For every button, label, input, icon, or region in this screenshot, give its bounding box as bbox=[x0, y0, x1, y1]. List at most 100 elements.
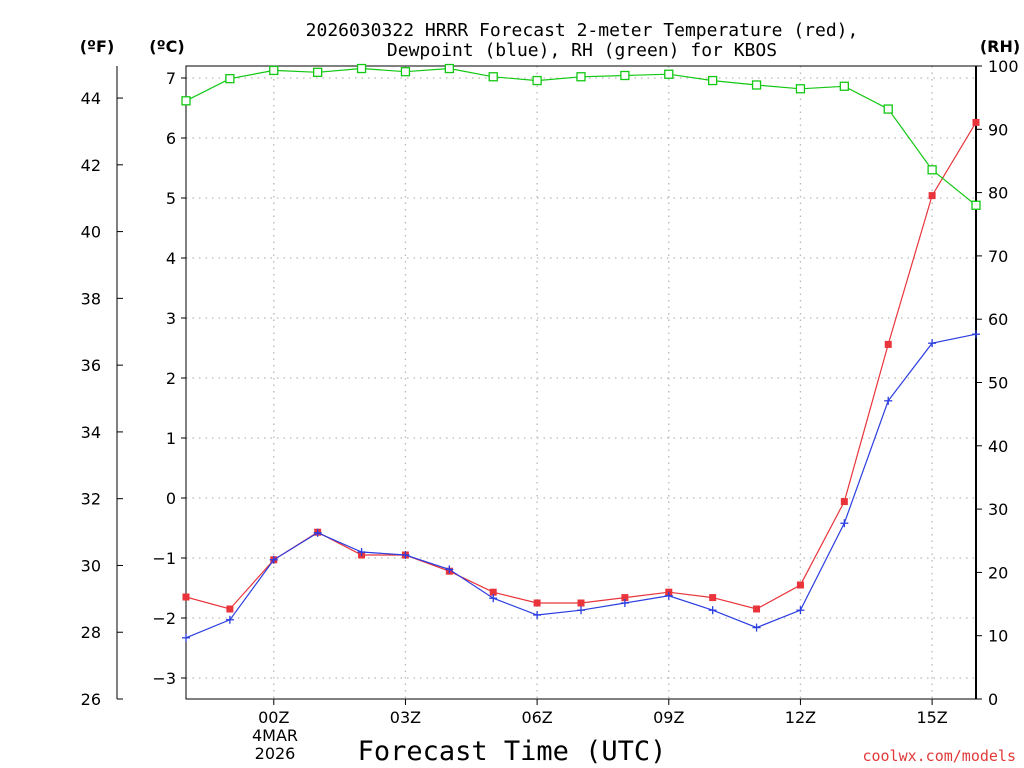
rh-point bbox=[751, 80, 762, 90]
fahrenheit-tick-label: 42 bbox=[81, 156, 101, 175]
celsius-tick-label: 5 bbox=[166, 189, 176, 208]
celsius-tick-label: 2 bbox=[166, 369, 176, 388]
rh-tick-label: 100 bbox=[988, 57, 1019, 76]
temperature-point bbox=[840, 498, 848, 506]
rh-tick-label: 90 bbox=[988, 120, 1008, 139]
temperature-point bbox=[182, 593, 190, 601]
date-label-year: 2026 bbox=[255, 744, 296, 763]
rh-point bbox=[927, 165, 937, 175]
dewpoint-point bbox=[313, 528, 322, 537]
dewpoint-point bbox=[796, 606, 805, 615]
fahrenheit-tick-label: 38 bbox=[81, 289, 101, 308]
time-tick-label: 00Z bbox=[258, 708, 289, 727]
temperature-point bbox=[621, 594, 629, 602]
dewpoint-point bbox=[445, 565, 454, 574]
time-tick-label: 12Z bbox=[785, 708, 816, 727]
celsius-tick-label: 0 bbox=[166, 489, 176, 508]
temperature-point bbox=[489, 588, 497, 596]
rh-point bbox=[400, 67, 411, 77]
fahrenheit-tick-label: 34 bbox=[81, 423, 101, 442]
rh-tick-label: 70 bbox=[988, 247, 1008, 266]
chart-title-line-2: Dewpoint (blue), RH (green) for KBOS bbox=[387, 40, 777, 61]
celsius-tick-label: −3 bbox=[152, 669, 176, 688]
celsius-tick-label: −2 bbox=[152, 609, 176, 628]
fahrenheit-tick-label: 26 bbox=[81, 690, 101, 709]
rh-line bbox=[185, 67, 977, 206]
fahrenheit-tick-label: 36 bbox=[81, 356, 101, 375]
fahrenheit-tick-label: 44 bbox=[81, 89, 101, 108]
rh-tick-label: 30 bbox=[988, 500, 1008, 519]
time-tick-label: 15Z bbox=[916, 708, 947, 727]
dewpoint-point bbox=[533, 611, 542, 619]
dewpoint-point bbox=[928, 339, 937, 348]
series-layer bbox=[181, 63, 981, 642]
dewpoint-point bbox=[489, 594, 498, 603]
temperature-point bbox=[796, 581, 804, 589]
temperature-point bbox=[577, 599, 585, 607]
celsius-tick-label: −1 bbox=[152, 549, 176, 568]
celsius-tick-label: 3 bbox=[166, 309, 176, 328]
rh-point bbox=[313, 67, 323, 77]
celsius-unit-label: (ºC) bbox=[149, 37, 184, 56]
fahrenheit-tick-label: 40 bbox=[81, 223, 101, 242]
fahrenheit-tick-label: 30 bbox=[81, 556, 101, 575]
dewpoint-point bbox=[225, 615, 234, 624]
rh-point bbox=[708, 75, 718, 86]
rh-point bbox=[444, 63, 454, 74]
temperature-point bbox=[972, 118, 980, 126]
temperature-point bbox=[533, 599, 541, 607]
chart-title-line-1: 2026030322 HRRR Forecast 2-meter Tempera… bbox=[306, 20, 859, 41]
celsius-tick-label: 6 bbox=[166, 129, 176, 148]
chart-title: 2026030322 HRRR Forecast 2-meter Tempera… bbox=[306, 20, 859, 61]
rh-point bbox=[269, 65, 279, 76]
rh-tick-label: 10 bbox=[988, 627, 1008, 646]
dewpoint-point bbox=[752, 623, 761, 632]
rh-point bbox=[971, 200, 981, 210]
time-tick-label: 06Z bbox=[521, 708, 552, 727]
celsius-tick-label: 7 bbox=[166, 69, 176, 88]
dewpoint-point bbox=[620, 599, 629, 607]
rh-point bbox=[488, 72, 498, 82]
rh-point bbox=[356, 63, 367, 74]
rh-point bbox=[225, 74, 235, 84]
dewpoint-point bbox=[708, 606, 717, 615]
x-axis-title: Forecast Time (UTC) bbox=[358, 736, 667, 767]
rh-point bbox=[532, 75, 542, 86]
fahrenheit-tick-label: 32 bbox=[81, 490, 101, 509]
temperature-point bbox=[884, 340, 892, 348]
rh-tick-label: 60 bbox=[988, 310, 1008, 329]
fahrenheit-tick-label: 28 bbox=[81, 623, 101, 642]
time-tick-label: 09Z bbox=[653, 708, 684, 727]
dewpoint-point bbox=[664, 591, 673, 600]
rh-tick-label: 0 bbox=[988, 690, 998, 709]
rh-point bbox=[839, 81, 849, 91]
rh-point bbox=[620, 70, 630, 81]
rh-point bbox=[883, 104, 893, 114]
rh-tick-label: 20 bbox=[988, 563, 1008, 582]
temperature-line bbox=[185, 122, 977, 610]
dewpoint-point bbox=[884, 396, 893, 405]
fahrenheit-unit-label: (ºF) bbox=[80, 37, 115, 56]
rh-unit-label: (RH) bbox=[980, 37, 1020, 56]
dewpoint-point bbox=[269, 555, 278, 564]
dewpoint-point bbox=[182, 633, 190, 642]
rh-point bbox=[664, 69, 674, 79]
rh-point bbox=[181, 96, 191, 106]
dewpoint-point bbox=[401, 551, 410, 559]
celsius-tick-label: 4 bbox=[166, 249, 176, 268]
temperature-point bbox=[753, 605, 761, 613]
temperature-point bbox=[226, 605, 234, 613]
dewpoint-point bbox=[840, 519, 849, 528]
dewpoint-line bbox=[185, 333, 977, 639]
rh-tick-label: 40 bbox=[988, 437, 1008, 456]
rh-point bbox=[576, 72, 586, 82]
rh-tick-label: 80 bbox=[988, 184, 1008, 203]
dewpoint-point bbox=[357, 548, 366, 556]
credit-text: coolwx.com/models bbox=[862, 747, 1016, 765]
dewpoint-point bbox=[972, 330, 980, 339]
time-tick-label: 03Z bbox=[390, 708, 421, 727]
date-label-day: 4MAR bbox=[252, 726, 298, 745]
temperature-point bbox=[928, 192, 936, 200]
